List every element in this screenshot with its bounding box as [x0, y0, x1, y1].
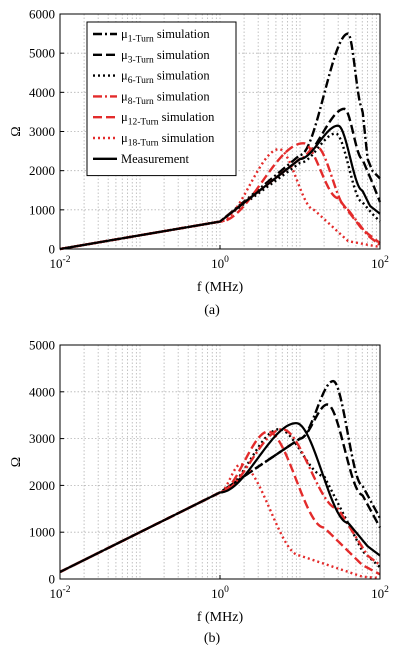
x-tick-label: 100 — [211, 255, 229, 271]
legend-label: μ6-Turn simulation — [121, 69, 210, 87]
x-tick-label: 10-2 — [50, 585, 71, 601]
y-tick-label: 2000 — [29, 478, 55, 493]
figure-caption: (a) — [204, 303, 220, 318]
legend-box — [86, 21, 237, 177]
legend: μ1-Turn simulation μ3-Turn simulation μ6-T… — [86, 21, 237, 177]
y-tick-label: 5000 — [29, 46, 55, 61]
y-tick-label: 2000 — [29, 163, 55, 178]
legend-label: μ12-Turn simulation — [121, 110, 215, 128]
y-tick-label: 4000 — [29, 85, 55, 100]
figure-caption: (b) — [204, 631, 221, 646]
chart-b: 0 1000 2000 3000 4000 5000 10-2 100 102 f (MHz) Ω (… — [9, 338, 389, 647]
x-tick-label: 102 — [371, 255, 389, 271]
y-tick-label: 3000 — [29, 124, 55, 139]
x-axis-label: f (MHz) — [197, 280, 244, 295]
series-line — [59, 124, 381, 251]
series-line — [59, 428, 381, 574]
legend-label: μ3-Turn simulation — [121, 48, 210, 66]
legend-label: Measurement — [121, 152, 190, 166]
legend-label: μ18-Turn simulation — [121, 131, 215, 149]
y-tick-label: 5000 — [29, 338, 55, 353]
y-tick-label: 3000 — [29, 431, 55, 446]
legend-label: μ1-Turn simulation — [121, 27, 210, 45]
x-tick-label: 10-2 — [50, 255, 71, 271]
y-tick-label: 6000 — [29, 7, 55, 22]
x-axis-label: f (MHz) — [197, 610, 244, 625]
y-axis-label: Ω — [9, 126, 24, 136]
y-tick-label: 0 — [49, 242, 56, 257]
y-tick-label: 0 — [49, 572, 56, 587]
y-axis-label: Ω — [9, 457, 24, 467]
grid — [60, 345, 380, 579]
y-tick-label: 1000 — [29, 525, 55, 540]
x-tick-label: 100 — [211, 585, 229, 601]
series-group — [59, 32, 382, 251]
series-group — [59, 379, 382, 580]
chart-a: 0 1000 2000 3000 4000 5000 6000 10-2 100 102 f (MH… — [9, 7, 389, 319]
y-tick-label: 1000 — [29, 202, 55, 217]
legend-label: μ8-Turn simulation — [121, 89, 210, 107]
x-tick-label: 102 — [371, 585, 389, 601]
y-tick-label: 4000 — [29, 384, 55, 399]
series-line — [59, 422, 381, 573]
